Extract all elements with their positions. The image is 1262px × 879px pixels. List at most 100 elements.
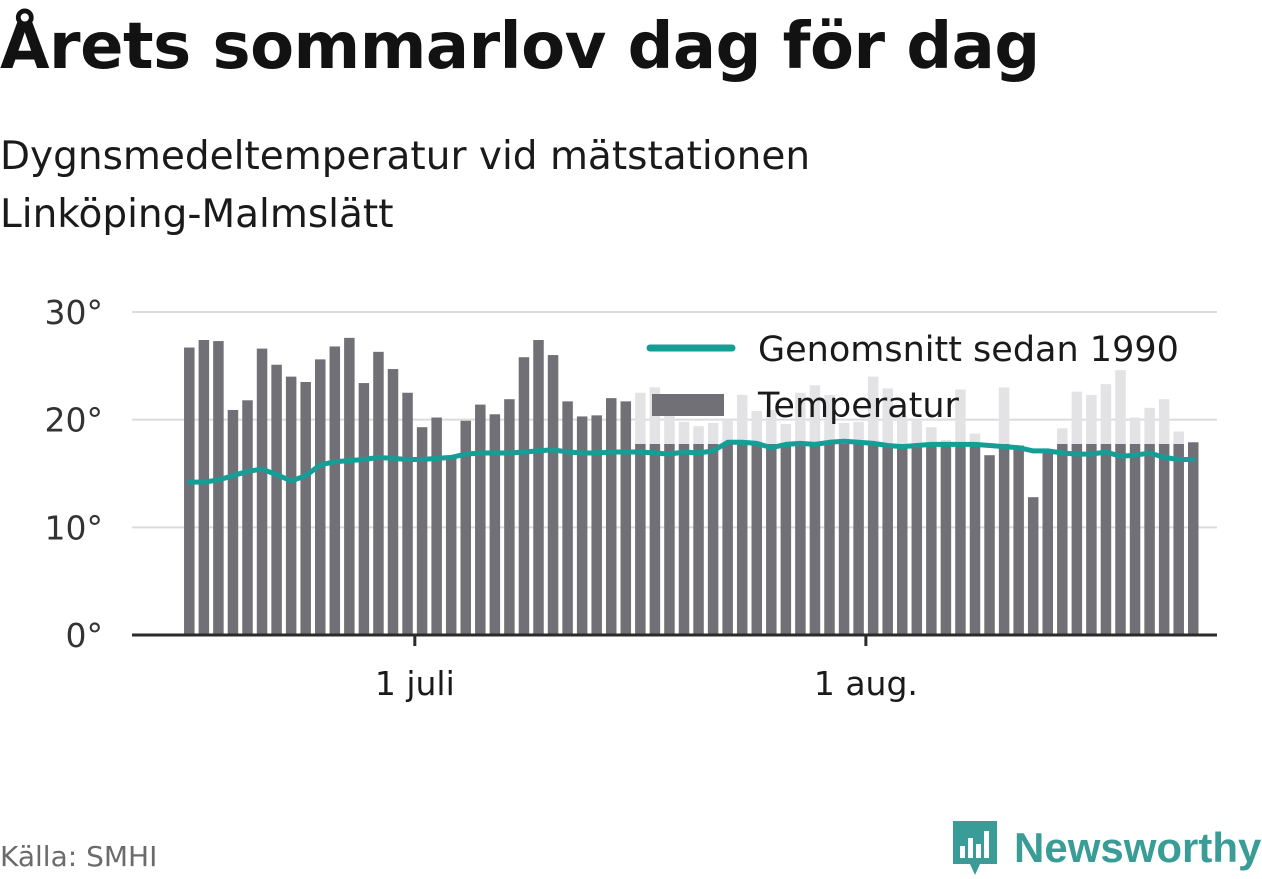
temperature-bar-faded-part [664,414,675,444]
temperature-bar [1158,444,1170,635]
temperature-bar [198,339,210,635]
temperature-bar-faded-part [998,387,1010,444]
temperature-bar [1100,444,1112,635]
temperature-bar [431,417,442,635]
temperature-bar-faded-part [1086,394,1097,444]
temperature-bar-faded-part [795,392,806,444]
temperature-bar [693,444,704,635]
temperature-bar [867,444,879,635]
temperature-bar [838,444,850,635]
temperature-bar-faded-part [809,385,821,444]
temperature-bar-faded-part [1071,391,1083,444]
average-line-layer [186,438,1196,485]
temperature-bar [940,444,952,635]
temperature-bar-faded-part [897,416,908,444]
average-line [186,438,1196,485]
temperature-bar [606,398,617,635]
temperature-bar [489,414,501,635]
newsworthy-logo-icon [953,821,997,875]
temperature-bar [998,444,1010,635]
temperature-bar-faded-part [766,409,777,444]
legend: Genomsnitt sedan 1990 Temperatur [646,330,1179,426]
temperature-bar [402,392,413,635]
y-axis-ticks: 0° 10° 20° 30° [45,293,104,655]
temperature-bar-faded-part [1100,384,1112,444]
x-tick-label: 1 aug. [814,664,918,703]
temperature-bar-faded-part [693,426,704,444]
temperature-bar [504,399,515,635]
temperature-bar [1188,442,1199,635]
temperature-bar [664,444,675,635]
temperature-bar [591,415,602,635]
temperature-bars [184,337,1199,635]
temperature-bar-faded-part [1057,428,1068,444]
temperature-bar [285,376,297,635]
temperature-bar-faded-part [678,421,690,444]
temperature-bar [780,444,792,635]
temperature-bar [736,444,748,635]
temperature-bar [1027,497,1039,635]
temperature-bar [722,444,733,635]
temperature-bar-faded-part [926,427,937,444]
temperature-bar [620,401,632,635]
temperature-bar [315,359,326,635]
temperature-bar-faded-part [751,411,762,444]
chart-subtitle: Dygnsmedeltemperatur vid mätstationen Li… [0,134,811,237]
temperature-bar-faded-part [824,394,835,444]
temperature-bar [882,444,893,635]
temperature-bar-faded-part [722,419,733,444]
temperature-bar [824,444,835,635]
temperature-bar [184,347,195,635]
temperature-bar [445,457,457,635]
brand-logo[interactable]: Newsworthy [950,818,1261,878]
temperature-chart: 0° 10° 20° 30° Genomsnitt sedan 1990 Tempera… [45,293,1217,703]
temperature-bar [475,404,486,635]
chart-title: Årets sommarlov dag för dag [0,10,1040,84]
temperature-bar-faded-part [1115,370,1126,444]
temperature-bar [649,444,661,635]
legend-bar-swatch [652,394,724,416]
source-note: Källa: SMHI [0,840,158,873]
temperature-bar [766,444,777,635]
temperature-bar-faded-part [969,433,981,444]
temperature-bar [678,444,690,635]
temperature-bar [926,444,937,635]
temperature-bar-faded-part [867,376,879,444]
temperature-bar [969,444,981,635]
y-tick-label: 0° [66,616,104,655]
temperature-bar [518,357,530,635]
x-axis: 1 juli 1 aug. [132,633,1217,703]
temperature-bar [1071,444,1083,635]
temperature-bar [329,346,341,635]
temperature-bar [344,337,355,635]
temperature-bar-faded-part [955,389,966,444]
temperature-bar [984,455,995,635]
temperature-bar [256,348,268,635]
temperature-bar [1086,444,1097,635]
temperature-bar [562,401,573,635]
legend-bar-label: Temperatur [757,386,960,426]
temperature-bar-faded-part [707,422,719,444]
temperature-bar-faded-part [780,423,792,444]
temperature-bar-faded-part [736,394,748,444]
temperature-bar [242,400,253,635]
temperature-bar [635,444,646,635]
y-tick-label: 10° [45,508,104,547]
temperature-bar [300,381,311,635]
temperature-bar [1115,444,1126,635]
temperature-bar [271,364,282,635]
temperature-bar [955,444,966,635]
temperature-bar-faded-part [635,392,646,444]
temperature-bar [1057,444,1068,635]
temperature-bar-faded-part [882,388,893,444]
temperature-bar [911,444,923,635]
temperature-bar-faded-part [911,418,923,444]
y-tick-label: 30° [45,293,104,332]
temperature-bar-faded-part [838,422,850,444]
temperature-bar [853,444,864,635]
temperature-bar [213,341,224,635]
temperature-bar [533,339,544,635]
temperature-bar [576,416,588,635]
temperature-bar [547,355,559,635]
temperature-bar-faded-part [1158,399,1170,444]
